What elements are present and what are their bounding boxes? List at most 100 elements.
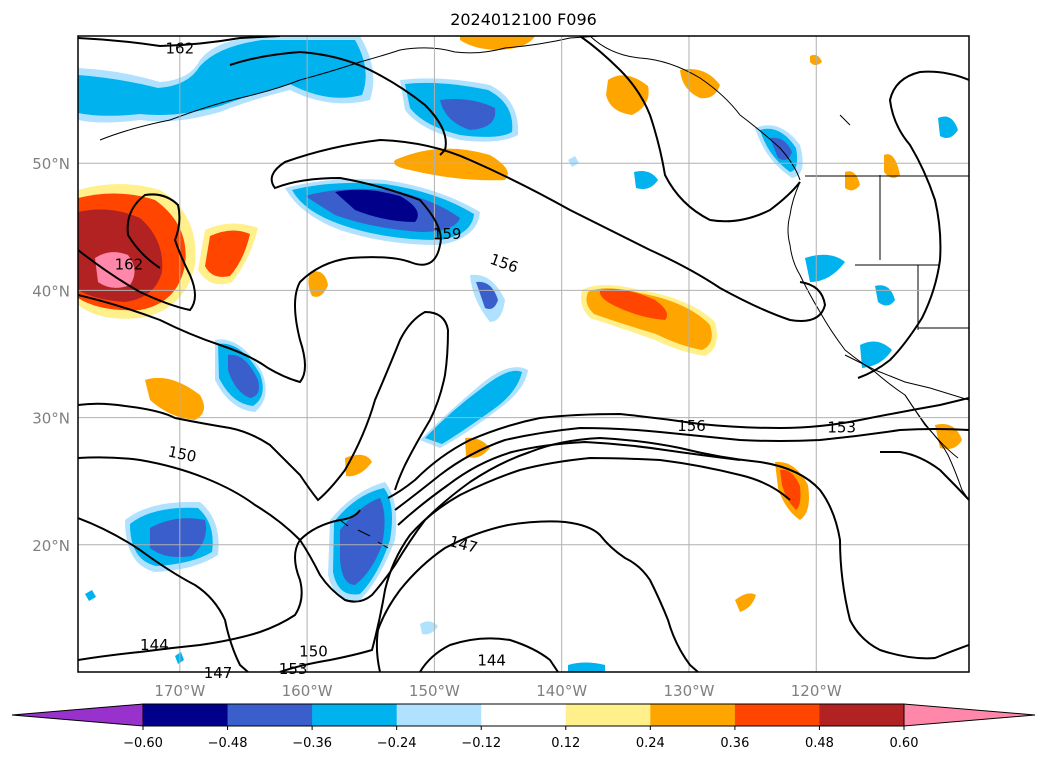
latitude-labels: 20°N 30°N 40°N 50°N <box>32 155 70 555</box>
colorbar-tick-label: −0.12 <box>461 736 501 751</box>
map-frame <box>77 35 970 673</box>
contour-label: 156 <box>677 417 706 435</box>
contour-line <box>78 310 450 502</box>
lat-tick-label: 50°N <box>32 155 70 173</box>
colorbar-tick-label: 0.36 <box>720 736 749 751</box>
contour-line <box>387 397 969 499</box>
colorbar: −0.60 −0.48 −0.36 −0.24 −0.12 0.12 0.24 0.36 0.4… <box>11 703 1036 751</box>
fill-patch <box>860 341 892 368</box>
coastlines <box>99 36 969 549</box>
contour-line <box>579 36 801 223</box>
contour-label: 153 <box>279 660 308 678</box>
lon-tick-label: 160°W <box>282 682 333 700</box>
contour-line <box>78 436 969 660</box>
fill-patch <box>440 99 496 130</box>
colorbar-extend-max <box>903 703 1036 727</box>
colorbar-tick-label: 0.60 <box>890 736 919 751</box>
fill-patch <box>205 230 250 277</box>
lat-tick-label: 20°N <box>32 537 70 555</box>
contour-line <box>78 509 361 661</box>
colorbar-segment <box>734 704 820 726</box>
fill-patch <box>568 662 605 672</box>
fill-patch <box>938 116 958 138</box>
fill-patch <box>476 281 498 309</box>
fill-patch <box>150 518 207 557</box>
fill-patch <box>228 354 259 398</box>
contour-label: 162 <box>115 256 144 274</box>
colorbar-segment <box>312 704 398 726</box>
contour-line <box>857 70 969 379</box>
border-us-mexico <box>844 354 969 401</box>
contour-label: 147 <box>204 664 233 682</box>
colorbar-segment <box>650 704 736 726</box>
coastline-alaska-gulf <box>589 36 801 181</box>
lat-tick-label: 30°N <box>32 410 70 428</box>
colorbar-extend-min <box>11 703 144 727</box>
contour-line <box>229 50 447 156</box>
fill-patch <box>884 154 900 178</box>
colorbar-tick-label: 0.24 <box>636 736 665 751</box>
colorbar-segment <box>565 704 651 726</box>
longitude-labels: 170°W 160°W 150°W 140°W 130°W 120°W <box>154 682 842 700</box>
colorbar-frame <box>142 703 905 727</box>
contour-line <box>78 193 196 312</box>
colorbar-tick-label: 0.12 <box>551 736 580 751</box>
fill-patch <box>78 40 366 116</box>
colorbar-segment <box>819 704 905 726</box>
fill-patch <box>780 469 801 510</box>
contour-label: 144 <box>477 651 506 669</box>
contour-label: 144 <box>140 636 169 654</box>
border-states-1 <box>839 114 969 330</box>
fill-patch <box>634 171 658 189</box>
fill-patch <box>420 621 438 635</box>
fill-patch <box>345 454 372 477</box>
map-background <box>78 36 969 672</box>
contour-label: 150 <box>166 442 198 466</box>
lon-tick-label: 150°W <box>409 682 460 700</box>
fill-patch <box>465 437 490 458</box>
fill-patch <box>568 156 579 167</box>
lon-tick-label: 140°W <box>536 682 587 700</box>
colorbar-segment <box>143 704 229 726</box>
fill-patch <box>735 593 756 612</box>
contour-label: 150 <box>299 642 328 660</box>
fill-patch <box>805 254 845 282</box>
lat-tick-label: 40°N <box>32 282 70 300</box>
lon-tick-label: 130°W <box>663 682 714 700</box>
fill-patch <box>394 148 508 181</box>
colorbar-tick-label: −0.60 <box>123 736 163 751</box>
lon-tick-label: 170°W <box>154 682 205 700</box>
contour-line <box>78 36 281 48</box>
contour-line <box>419 637 559 672</box>
map-title: 2024012100 F096 <box>450 10 597 29</box>
colorbar-tick-label: −0.36 <box>292 736 332 751</box>
contour-label: 153 <box>827 419 856 437</box>
colorbar-tick-label: 0.48 <box>805 736 834 751</box>
colorbar-tick-label: −0.24 <box>377 736 417 751</box>
contour-label: 162 <box>166 39 195 57</box>
fill-patch <box>425 370 522 444</box>
contour-line <box>394 426 969 511</box>
fill-patch <box>95 252 135 288</box>
colorbar-segment <box>396 704 482 726</box>
fill-patch <box>335 189 418 222</box>
fill-patch <box>340 498 385 585</box>
contour-line <box>375 520 699 672</box>
fill-patch <box>85 590 96 601</box>
fill-patch <box>599 289 668 320</box>
gridlines <box>78 36 969 672</box>
fill-patch <box>145 377 204 420</box>
contour-label: 159 <box>433 225 462 243</box>
lon-tick-label: 120°W <box>791 682 842 700</box>
contour-line <box>279 456 791 672</box>
height-contours <box>78 36 969 672</box>
anomaly-fills <box>78 36 962 672</box>
colorbar-segment <box>481 704 567 726</box>
colorbar-segment <box>227 704 313 726</box>
fill-patch <box>606 75 649 115</box>
contour-line <box>397 440 741 526</box>
coastline-alaska-peninsula <box>99 36 601 141</box>
contour-line <box>78 138 827 384</box>
